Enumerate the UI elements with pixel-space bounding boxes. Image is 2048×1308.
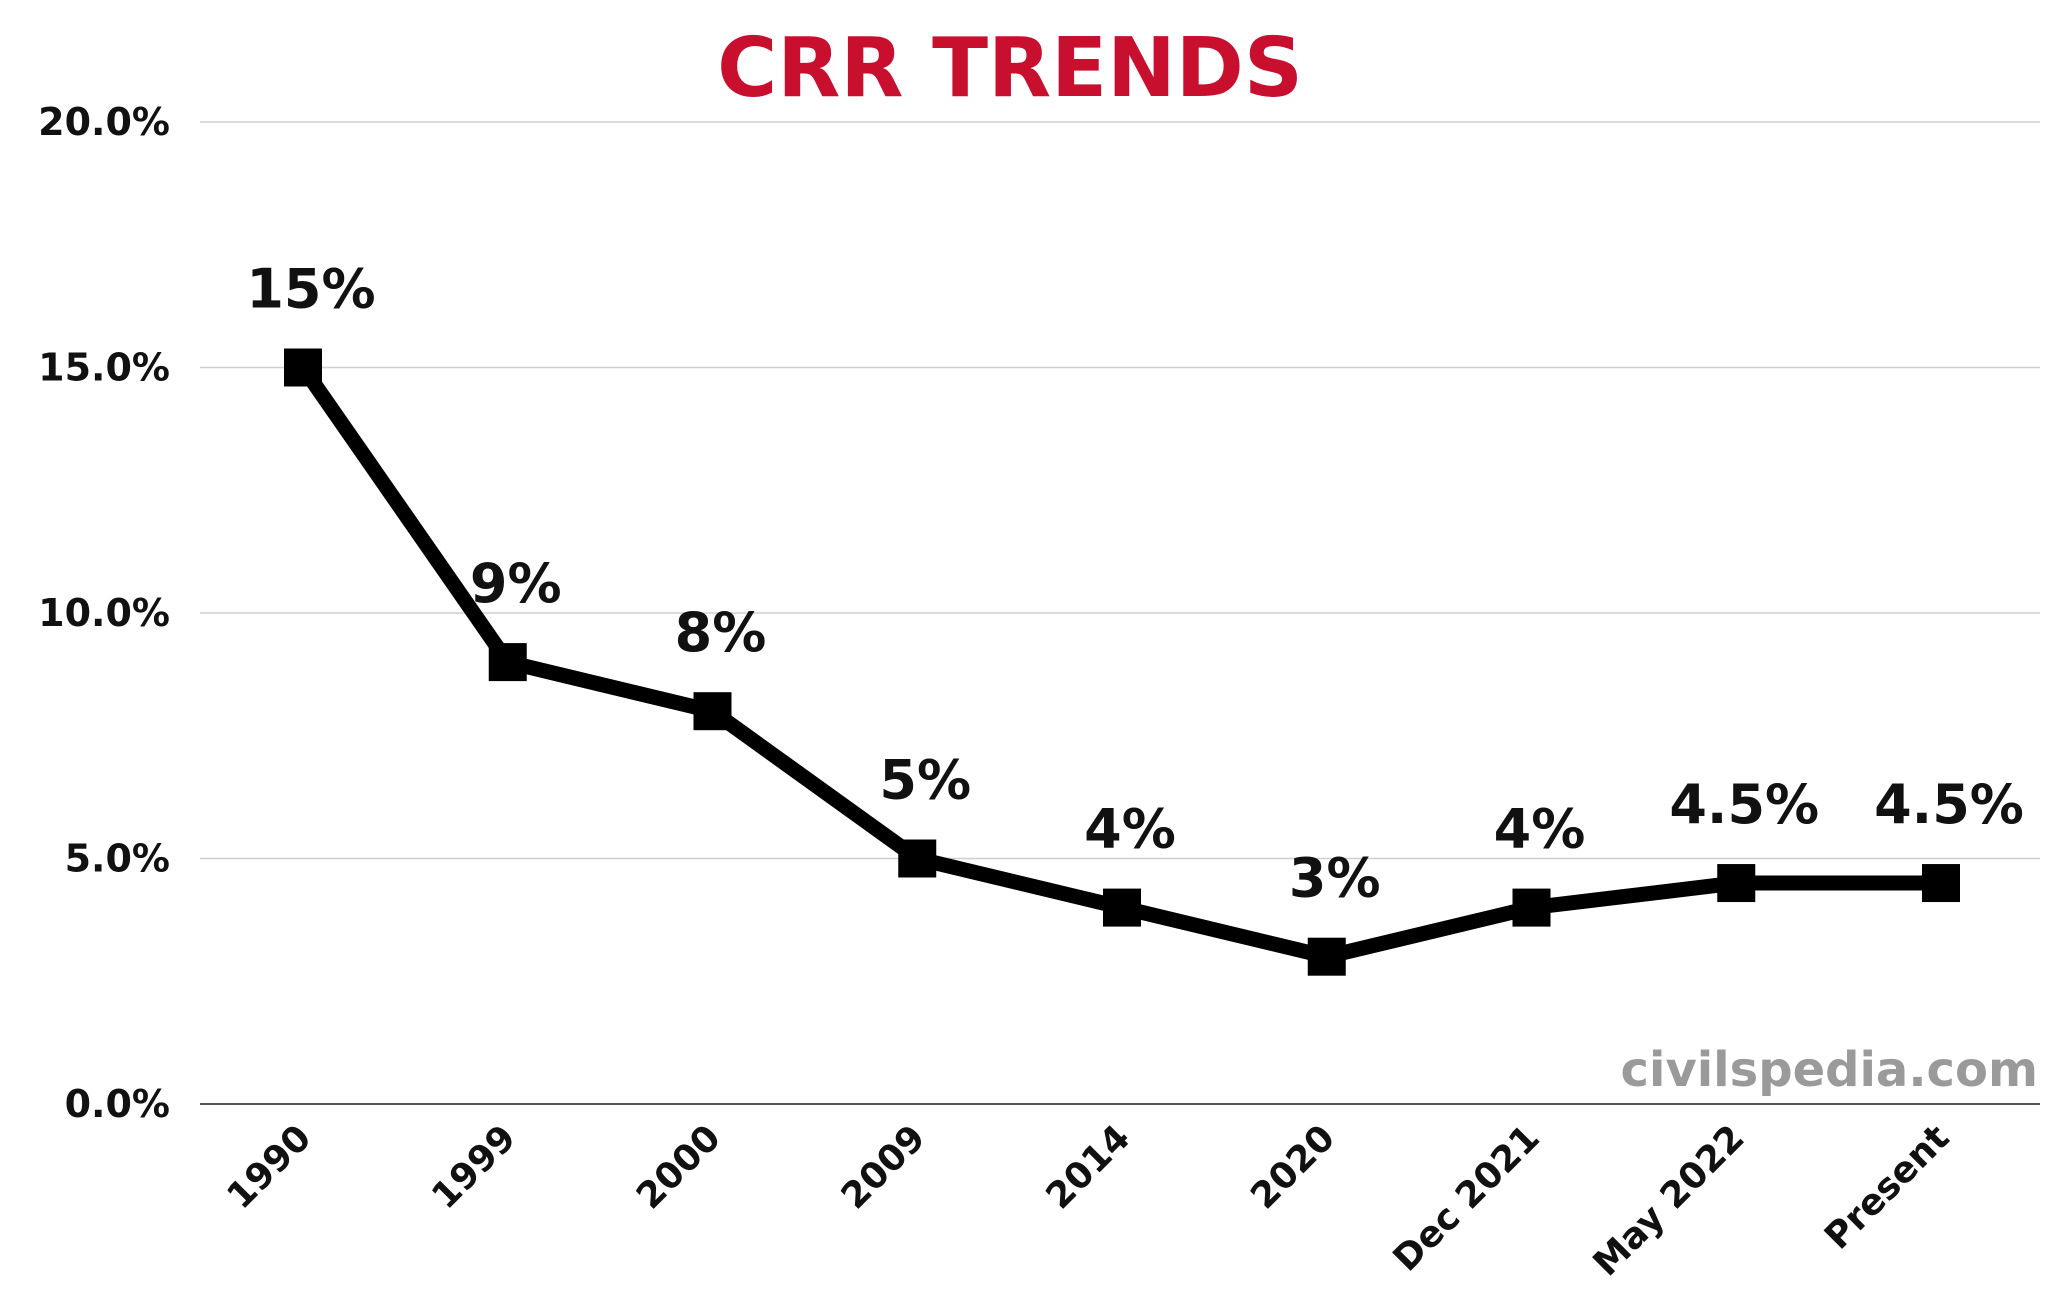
data-point-marker — [488, 643, 527, 682]
y-axis: 0.0% 5.0% 10.0% 15.0% 20.0% — [38, 100, 170, 1126]
y-tick-label: 0.0% — [65, 1082, 170, 1126]
data-label: 4% — [1084, 798, 1176, 861]
y-tick-label: 10.0% — [38, 591, 170, 635]
x-tick-label: May 2022 — [1586, 1117, 1753, 1284]
series-markers — [284, 348, 1960, 976]
x-tick-label: Dec 2021 — [1386, 1117, 1548, 1279]
gridlines — [200, 121, 2040, 1105]
x-tick-label: 2020 — [1243, 1117, 1343, 1217]
data-labels: 15% 9% 8% 5% 4% 3% 4% 4.5% 4.5% — [246, 258, 2024, 910]
x-tick-label: Present — [1817, 1117, 1957, 1257]
data-label: 15% — [246, 258, 375, 321]
x-tick-label: 2000 — [629, 1117, 729, 1217]
data-label: 3% — [1289, 847, 1381, 910]
series-line — [296, 363, 1941, 965]
data-label: 4.5% — [1874, 773, 2024, 836]
y-tick-label: 20.0% — [38, 100, 170, 144]
data-label: 5% — [879, 749, 971, 812]
watermark-text: civilspedia.com — [1621, 1042, 2038, 1098]
y-tick-label: 15.0% — [38, 346, 170, 390]
data-label: 4% — [1494, 798, 1586, 861]
x-tick-label: 2014 — [1039, 1117, 1139, 1217]
data-point-marker — [898, 839, 937, 878]
data-point-marker — [1307, 937, 1346, 976]
data-label: 9% — [470, 552, 562, 615]
y-tick-label: 5.0% — [65, 837, 170, 881]
series-line — [296, 363, 1941, 965]
data-label: 4.5% — [1669, 773, 1819, 836]
data-point-marker — [1922, 864, 1960, 903]
x-tick-label: 1999 — [424, 1117, 524, 1217]
data-point-marker — [693, 692, 732, 731]
x-tick-label: 2009 — [834, 1117, 934, 1217]
data-point-marker — [1717, 864, 1756, 903]
data-point-marker — [1103, 888, 1141, 927]
data-point-marker — [1512, 888, 1551, 927]
data-label: 8% — [675, 601, 767, 664]
x-axis: 1990 1999 2000 2009 2014 2020 Dec 2021 May 2022… — [220, 1117, 1958, 1284]
x-tick-label: 1990 — [220, 1117, 320, 1217]
chart-title: CRR TRENDS — [717, 21, 1303, 116]
data-point-marker — [284, 348, 322, 387]
